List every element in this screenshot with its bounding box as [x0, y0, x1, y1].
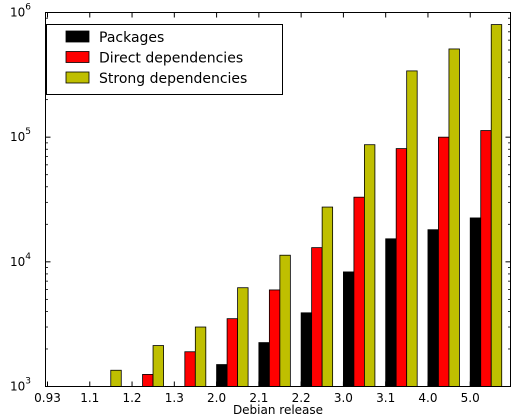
bar-strong-dependencies-3.1 [406, 70, 418, 387]
x-tick-label: 2.0 [207, 391, 226, 405]
legend-swatch-strong-dependencies [65, 71, 90, 84]
bar-direct-dependencies-1.2 [142, 374, 154, 387]
bar-direct-dependencies-2.1 [268, 289, 281, 387]
x-tick-labels: 0.93 1.1 1.2 1.3 2.0 2.1 2.2 3.0 3.1 4.0 5.0 [34, 391, 480, 405]
bar-packages-3.0 [343, 271, 355, 387]
bar-strong-dependencies-1.2 [152, 345, 164, 387]
bars-layer [110, 24, 503, 387]
bar-packages-5.0 [469, 217, 482, 387]
legend-label-strong-dependencies: Strong dependencies [99, 71, 247, 87]
y-tick-label: 106 [10, 3, 31, 20]
bar-direct-dependencies-3.1 [395, 148, 408, 387]
bar-packages-2.1 [258, 342, 270, 387]
x-tick-label: 5.0 [461, 391, 480, 405]
x-tick-label: 4.0 [418, 391, 437, 405]
x-tick-label: 2.2 [292, 391, 311, 405]
bar-strong-dependencies-3.0 [364, 144, 376, 387]
legend-label-packages: Packages [99, 30, 164, 46]
ticks-layer [45, 12, 511, 387]
legend-label-direct-dependencies: Direct dependencies [99, 51, 243, 67]
y-tick-label: 103 [10, 377, 31, 394]
x-tick-label: 3.1 [376, 391, 395, 405]
legend-swatch-direct-dependencies [65, 51, 90, 63]
bar-packages-4.0 [427, 229, 439, 387]
bar-strong-dependencies-2.2 [321, 206, 334, 387]
legend: Packages Direct dependencies Strong depend… [46, 24, 283, 95]
bar-direct-dependencies-1.3 [184, 351, 196, 387]
bar-strong-dependencies-5.0 [490, 24, 503, 387]
bar-strong-dependencies-2.0 [237, 287, 249, 387]
bar-direct-dependencies-4.0 [438, 136, 450, 387]
bar-strong-dependencies-4.0 [448, 48, 460, 387]
y-tick-labels: 103 104 105 106 [10, 3, 31, 394]
bar-strong-dependencies-2.1 [279, 254, 291, 387]
bar-packages-3.1 [385, 238, 397, 387]
x-tick-label: 0.93 [34, 391, 61, 405]
x-tick-label: 1.3 [165, 391, 184, 405]
legend-swatch-packages [65, 30, 90, 43]
bar-packages-2.2 [300, 312, 313, 387]
bar-packages-2.0 [216, 364, 228, 387]
plot-frame [45, 12, 511, 387]
y-tick-label: 105 [10, 127, 31, 144]
x-axis-label: Debian release [233, 403, 323, 417]
x-tick-label: 3.0 [334, 391, 353, 405]
x-tick-label: 1.2 [122, 391, 141, 405]
bar-direct-dependencies-2.0 [226, 318, 238, 387]
y-tick-label: 104 [10, 252, 31, 269]
bar-strong-dependencies-1.1 [110, 369, 122, 387]
x-tick-label: 1.1 [80, 391, 99, 405]
bar-direct-dependencies-2.2 [311, 247, 323, 387]
bar-direct-dependencies-5.0 [480, 130, 492, 387]
bar-strong-dependencies-1.3 [194, 326, 207, 387]
x-tick-label: 2.1 [249, 391, 268, 405]
bar-direct-dependencies-3.0 [353, 196, 365, 387]
